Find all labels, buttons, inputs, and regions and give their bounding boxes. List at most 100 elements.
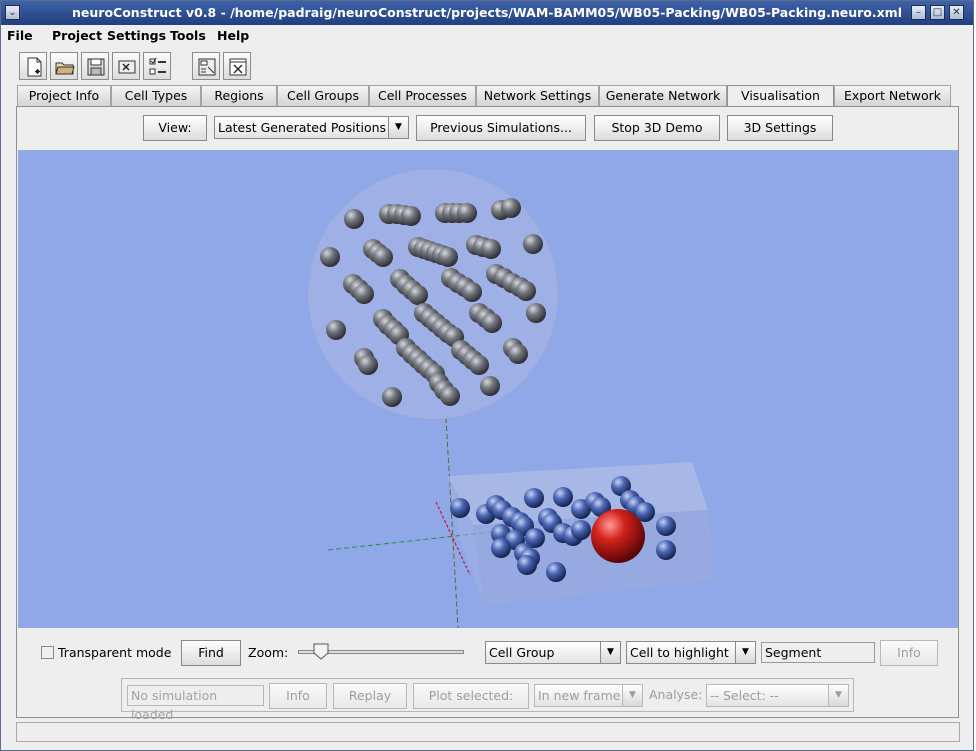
new-project-icon (27, 57, 42, 77)
grey-cell-sphere[interactable] (382, 387, 402, 407)
grey-cell-sphere[interactable] (481, 239, 501, 259)
analyse-select[interactable]: -- Select: -- ▼ (706, 684, 849, 707)
tab-generate-network[interactable]: Generate Network (599, 85, 727, 106)
plot-selected-button[interactable]: Plot selected: (413, 683, 529, 709)
blue-cell-sphere[interactable] (656, 540, 676, 560)
blue-cell-group (450, 476, 676, 582)
chevron-down-icon[interactable]: ▼ (622, 685, 642, 706)
view-select[interactable]: Latest Generated Positions ▼ (214, 116, 409, 139)
blue-cell-sphere[interactable] (571, 520, 591, 540)
grey-cell-sphere[interactable] (326, 320, 346, 340)
chevron-down-icon[interactable]: ▼ (600, 642, 620, 663)
grey-cell-sphere[interactable] (462, 282, 482, 302)
zoom-label: Zoom: (248, 645, 289, 660)
open-project-button[interactable] (50, 52, 78, 80)
blue-cell-sphere[interactable] (525, 528, 545, 548)
find-button[interactable]: Find (181, 640, 241, 666)
blue-cell-sphere[interactable] (450, 498, 470, 518)
grey-cell-sphere[interactable] (508, 344, 528, 364)
open-project-icon (55, 62, 75, 75)
save-project-button[interactable] (81, 52, 109, 80)
chevron-down-icon[interactable]: ▼ (735, 642, 755, 663)
menu-project[interactable]: Project (52, 28, 103, 43)
info-button[interactable]: Info (880, 640, 938, 666)
minimize-button[interactable]: – (911, 5, 926, 20)
tab-cell-types[interactable]: Cell Types (111, 85, 201, 106)
close-project-button[interactable] (112, 52, 140, 80)
zoom-slider-thumb[interactable] (313, 643, 329, 660)
tab-network-settings[interactable]: Network Settings (476, 85, 599, 106)
blue-cell-sphere[interactable] (546, 562, 566, 582)
transparent-mode-label: Transparent mode (58, 645, 172, 660)
blue-cell-sphere[interactable] (635, 502, 655, 522)
menu-settings[interactable]: Settings (107, 28, 167, 43)
grey-cell-sphere[interactable] (501, 198, 521, 218)
new-project-button[interactable] (19, 52, 47, 80)
grey-cell-sphere[interactable] (516, 281, 536, 301)
view-button[interactable]: View: (143, 115, 207, 141)
simulation-panel (121, 678, 854, 712)
toolbar (1, 49, 973, 85)
zoom-slider[interactable] (298, 643, 464, 661)
plot-frame-select[interactable]: In new frame ▼ (534, 684, 643, 707)
grey-cell-sphere[interactable] (401, 206, 421, 226)
exit-button[interactable] (223, 52, 251, 80)
close-project-icon (118, 60, 136, 74)
cell-to-highlight-select[interactable]: Cell to highlight ▼ (626, 641, 756, 664)
grey-cell-sphere[interactable] (457, 203, 477, 223)
tab-cell-groups[interactable]: Cell Groups (277, 85, 369, 106)
grey-cell-sphere[interactable] (373, 247, 393, 267)
grey-cell-sphere[interactable] (408, 285, 428, 305)
3d-settings-button[interactable]: 3D Settings (727, 115, 833, 141)
highlighted-cell (591, 509, 645, 563)
grey-cell-sphere[interactable] (480, 376, 500, 396)
grey-cell-sphere[interactable] (358, 355, 378, 375)
window-title: neuroConstruct v0.8 - /home/padraig/neur… (72, 5, 902, 20)
blue-cell-sphere[interactable] (524, 488, 544, 508)
grey-cell-sphere[interactable] (482, 313, 502, 333)
exit-icon (229, 58, 247, 76)
grey-cell-sphere[interactable] (440, 386, 460, 406)
tab-export-network[interactable]: Export Network (834, 85, 951, 106)
chevron-down-icon[interactable]: ▼ (828, 685, 848, 706)
chevron-down-icon[interactable]: ▼ (388, 117, 408, 138)
cell-group-select[interactable]: Cell Group ▼ (485, 641, 621, 664)
replay-button[interactable]: Replay (333, 683, 407, 709)
view-select-value: Latest Generated Positions (218, 120, 387, 135)
segment-field[interactable]: Segment (761, 642, 875, 663)
validate-project-icon (149, 57, 166, 75)
grey-cell-sphere[interactable] (523, 234, 543, 254)
grey-cell-sphere[interactable] (354, 284, 374, 304)
grey-cell-sphere[interactable] (469, 355, 489, 375)
blue-cell-sphere[interactable] (517, 555, 537, 575)
close-button[interactable]: ✕ (949, 5, 964, 20)
preferences-button[interactable] (192, 52, 220, 80)
blue-cell-sphere[interactable] (656, 516, 676, 536)
blue-cell-sphere[interactable] (553, 487, 573, 507)
menu-help[interactable]: Help (217, 28, 250, 43)
3d-scene[interactable] (18, 150, 958, 628)
title-bar: ⌄ neuroConstruct v0.8 - /home/padraig/ne… (1, 1, 973, 25)
grey-cell-sphere[interactable] (438, 247, 458, 267)
system-menu-icon[interactable]: ⌄ (5, 5, 20, 20)
blue-cell-sphere[interactable] (491, 538, 511, 558)
3d-canvas[interactable] (18, 150, 958, 628)
maximize-button[interactable]: □ (930, 5, 945, 20)
grey-cell-sphere[interactable] (526, 303, 546, 323)
stop-3d-demo-button[interactable]: Stop 3D Demo (594, 115, 720, 141)
menu-tools[interactable]: Tools (170, 28, 206, 43)
zoom-slider-track (298, 650, 464, 654)
tab-visualisation[interactable]: Visualisation (727, 85, 834, 107)
cell-group-value: Cell Group (489, 645, 555, 660)
grey-cell-sphere[interactable] (344, 209, 364, 229)
previous-simulations-button[interactable]: Previous Simulations... (416, 115, 586, 141)
grey-cell-sphere[interactable] (320, 247, 340, 267)
transparent-mode-checkbox[interactable] (41, 646, 54, 659)
analyse-value: -- Select: -- (710, 688, 779, 703)
tab-regions[interactable]: Regions (201, 85, 277, 106)
menu-file[interactable]: File (7, 28, 33, 43)
tab-cell-processes[interactable]: Cell Processes (369, 85, 476, 106)
sim-info-button[interactable]: Info (269, 683, 327, 709)
validate-project-button[interactable] (143, 52, 171, 80)
tab-project-info[interactable]: Project Info (17, 85, 111, 106)
